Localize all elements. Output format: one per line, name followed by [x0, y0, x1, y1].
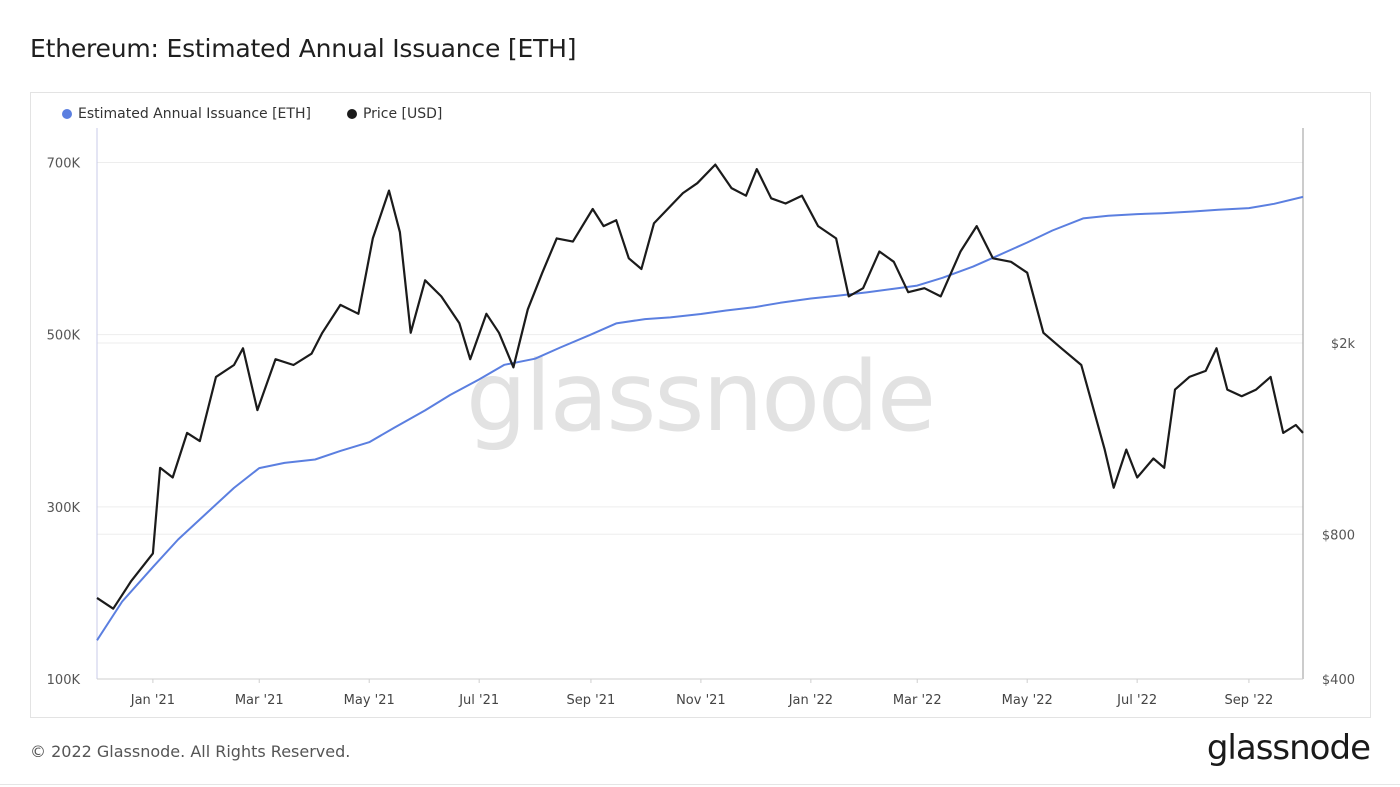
- axes: [96, 128, 1304, 680]
- y-right-tick-label-2: $2k: [1331, 337, 1356, 352]
- y-right-tick-label-1: $800: [1322, 528, 1355, 543]
- chart-card: [30, 92, 1371, 718]
- watermark: glassnode: [466, 341, 934, 453]
- x-tick-label-4: Sep '21: [567, 693, 616, 708]
- footer-divider: [0, 784, 1400, 785]
- page-title: Ethereum: Estimated Annual Issuance [ETH…: [30, 34, 577, 63]
- legend-swatch-issuance: [62, 109, 72, 119]
- legend-item-price[interactable]: Price [USD]: [346, 106, 443, 122]
- footer-copyright: © 2022 Glassnode. All Rights Reserved.: [30, 742, 351, 761]
- legend-label-price: Price [USD]: [362, 106, 443, 122]
- y-left-tick-label-2: 500K: [47, 329, 81, 344]
- x-tick-label-1: Mar '21: [235, 693, 284, 708]
- x-tick-label-7: Mar '22: [893, 693, 942, 708]
- x-tick-label-8: May '22: [1002, 693, 1053, 708]
- legend-item-issuance[interactable]: Estimated Annual Issuance [ETH]: [62, 106, 311, 122]
- x-tick-label-10: Sep '22: [1225, 693, 1274, 708]
- series-lines: [96, 163, 1304, 641]
- grid-lines: [97, 161, 1303, 680]
- series-line-price: [96, 163, 1304, 610]
- chart-legend: Estimated Annual Issuance [ETH] Price [U…: [62, 106, 442, 122]
- y-left-tick-label-0: 100K: [47, 673, 81, 688]
- y-right-tick-label-0: $400: [1322, 673, 1355, 688]
- y-left-tick-label-3: 700K: [47, 156, 81, 171]
- y-left-tick-label-1: 300K: [47, 501, 81, 516]
- footer-logo[interactable]: glassnode: [1206, 728, 1371, 768]
- x-tick-label-2: May '21: [344, 693, 395, 708]
- tick-labels: 100K 300K 500K 700K $400 $800 $2k Jan '21 Mar '2…: [47, 156, 1356, 708]
- x-tick-label-5: Nov '21: [676, 693, 726, 708]
- x-tick-label-0: Jan '21: [130, 693, 175, 708]
- legend-swatch-price: [346, 109, 357, 119]
- x-tick-label-3: Jul '21: [458, 693, 499, 708]
- x-tick-label-6: Jan '22: [788, 693, 833, 708]
- x-tick-label-9: Jul '22: [1116, 693, 1157, 708]
- legend-label-issuance: Estimated Annual Issuance [ETH]: [78, 106, 311, 122]
- series-line-issuance: [96, 195, 1304, 641]
